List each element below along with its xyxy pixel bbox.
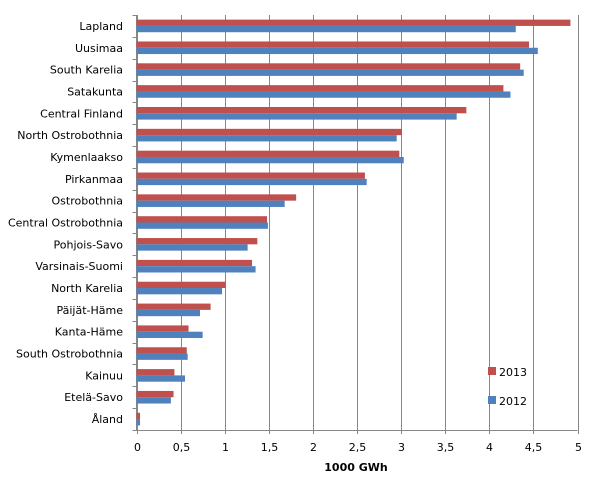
x-tick-label: 0 — [134, 441, 141, 454]
bar-2013-satakunta — [136, 85, 504, 92]
x-tick-label: 3,5 — [437, 441, 455, 454]
bar-2012-uusimaa — [136, 47, 538, 55]
x-tick-label: 0,5 — [173, 441, 191, 454]
x-tick-label: 1,5 — [261, 441, 279, 454]
x-tick-label: 4 — [486, 441, 493, 454]
category-label: Åland — [92, 413, 123, 426]
category-label: North Ostrobothnia — [17, 129, 123, 142]
category-label: Varsinais-Suomi — [35, 260, 123, 273]
bar-2012-kymenlaakso — [136, 156, 404, 164]
category-label: South Karelia — [50, 64, 123, 77]
category-label: Central Ostrobothnia — [8, 217, 123, 230]
bar-2012-north-karelia — [136, 288, 223, 295]
category-label: Uusimaa — [75, 42, 123, 55]
x-axis-title: 1000 GWh — [324, 461, 387, 474]
legend-swatch-2013 — [488, 367, 496, 375]
x-tick-label: 3 — [398, 441, 405, 454]
bar-2013-etelä-savo — [136, 390, 174, 398]
bar-2012-päijät-häme — [136, 309, 201, 317]
bar-2012-central-ostrobothnia — [136, 222, 268, 229]
bar-2013-kanta-häme — [136, 325, 189, 332]
bar-2013-lapland — [136, 19, 571, 26]
x-tick-label: 2 — [310, 441, 317, 454]
bar-2013-central-finland — [136, 106, 467, 114]
bar-2013-pirkanmaa — [136, 172, 365, 179]
bar-2012-north-ostrobothnia — [136, 135, 397, 142]
bar-2013-kainuu — [136, 369, 175, 376]
bar-2012-central-finland — [136, 113, 457, 120]
bar-2013-varsinais-suomi — [136, 259, 253, 267]
bar-2012-pohjois-savo — [136, 244, 248, 251]
category-label: Päijät-Häme — [56, 304, 123, 317]
bar-2013-päijät-häme — [136, 303, 211, 310]
bar-2012-south-karelia — [136, 69, 524, 76]
category-label: Pirkanmaa — [65, 173, 123, 186]
x-tick-label: 1 — [222, 441, 229, 454]
bar-2012-varsinais-suomi — [136, 266, 256, 273]
category-label: Lapland — [79, 20, 123, 33]
category-label: Kymenlaakso — [50, 151, 123, 164]
category-label: South Ostrobothnia — [16, 348, 123, 361]
bar-2013-kymenlaakso — [136, 150, 400, 157]
bar-2012-pirkanmaa — [136, 178, 367, 186]
bar-2012-etelä-savo — [136, 397, 171, 404]
bar-2013-åland — [136, 412, 141, 420]
category-label: Kanta-Häme — [55, 326, 123, 339]
x-tick-label: 4,5 — [525, 441, 543, 454]
category-label: Satakunta — [67, 85, 123, 98]
x-tick-label: 5 — [575, 441, 582, 454]
bar-2012-lapland — [136, 25, 516, 33]
bar-2012-satakunta — [136, 91, 511, 98]
bar-2013-north-ostrobothnia — [136, 128, 402, 136]
bar-2013-pohjois-savo — [136, 238, 258, 245]
bar-2012-åland — [136, 419, 141, 426]
category-label: Central Finland — [40, 107, 123, 120]
bar-2012-ostrobothnia — [136, 200, 285, 207]
legend-swatch-2012 — [488, 396, 496, 404]
category-label: North Karelia — [51, 282, 123, 295]
bar-2013-central-ostrobothnia — [136, 216, 268, 223]
legend: 2013 2012 — [488, 366, 527, 408]
x-tick-label: 2,5 — [349, 441, 367, 454]
bar-2012-south-ostrobothnia — [136, 353, 188, 360]
bar-2013-north-karelia — [136, 281, 226, 289]
legend-label-2013: 2013 — [499, 366, 527, 379]
bar-2013-ostrobothnia — [136, 194, 297, 201]
bar-2013-south-karelia — [136, 63, 521, 70]
legend-label-2012: 2012 — [499, 395, 527, 408]
category-label: Ostrobothnia — [52, 195, 123, 208]
bar-2012-kanta-häme — [136, 331, 203, 339]
category-label: Kainuu — [85, 369, 123, 382]
bar-2012-kainuu — [136, 375, 186, 382]
category-label: Etelä-Savo — [64, 391, 123, 404]
category-label: Pohjois-Savo — [54, 238, 124, 251]
bar-2013-uusimaa — [136, 41, 529, 48]
bar-2013-south-ostrobothnia — [136, 347, 187, 354]
